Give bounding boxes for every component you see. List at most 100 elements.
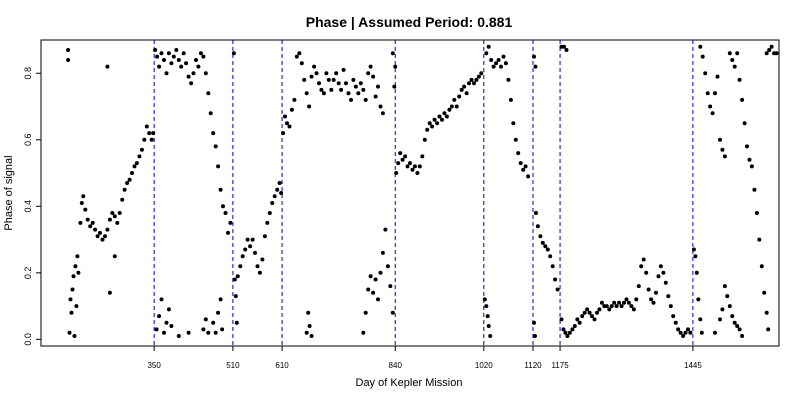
data-point xyxy=(79,201,84,205)
data-point xyxy=(671,314,676,319)
data-point xyxy=(444,114,449,119)
data-point xyxy=(198,51,203,56)
data-point xyxy=(486,44,491,49)
data-point xyxy=(105,227,110,232)
data-point xyxy=(149,137,154,142)
y-tick-label: 0.6 xyxy=(23,134,33,147)
data-point xyxy=(688,330,693,335)
data-point xyxy=(267,211,272,215)
data-point xyxy=(378,270,383,275)
data-point xyxy=(590,314,594,319)
data-point xyxy=(577,320,582,325)
data-point xyxy=(398,151,403,156)
data-point xyxy=(344,81,348,86)
data-point xyxy=(166,51,171,56)
data-point xyxy=(654,290,658,295)
data-point xyxy=(115,220,120,225)
data-point xyxy=(474,77,479,82)
data-point xyxy=(307,104,312,109)
x-tick-label: 1175 xyxy=(551,361,569,370)
data-point xyxy=(353,84,358,89)
data-point xyxy=(472,81,476,86)
y-axis-label: Phase of signal xyxy=(3,155,15,230)
data-point xyxy=(122,187,127,192)
data-point xyxy=(125,181,130,185)
data-point xyxy=(304,330,309,335)
data-point xyxy=(649,297,654,302)
data-point xyxy=(587,310,592,315)
data-point xyxy=(329,87,334,92)
data-point xyxy=(526,174,531,179)
data-point xyxy=(764,310,769,315)
data-point xyxy=(754,211,759,215)
data-point xyxy=(235,274,240,279)
data-point xyxy=(442,111,447,116)
data-point xyxy=(292,97,297,102)
data-point xyxy=(90,220,95,225)
data-point xyxy=(757,237,762,242)
data-point xyxy=(614,304,619,309)
data-point xyxy=(484,51,489,56)
data-point xyxy=(317,81,321,86)
data-point xyxy=(233,294,238,299)
data-point xyxy=(376,84,380,89)
data-point xyxy=(287,124,292,129)
data-point xyxy=(100,237,105,242)
data-point xyxy=(314,71,319,76)
data-point xyxy=(74,304,79,309)
data-point xyxy=(309,334,314,338)
data-point xyxy=(486,324,491,328)
data-point xyxy=(718,137,722,142)
data-point xyxy=(213,144,218,149)
data-point xyxy=(485,314,490,319)
data-point xyxy=(373,94,378,99)
data-point xyxy=(516,151,521,156)
data-point xyxy=(265,220,270,225)
data-point xyxy=(206,330,211,335)
data-point xyxy=(698,317,703,322)
data-point xyxy=(218,297,223,302)
data-point xyxy=(153,48,158,52)
data-point xyxy=(713,91,717,96)
data-point xyxy=(211,131,216,136)
data-point xyxy=(67,330,72,335)
data-point xyxy=(326,77,331,82)
data-point xyxy=(631,307,636,312)
data-point xyxy=(232,277,237,282)
data-point xyxy=(612,300,617,305)
data-point xyxy=(211,320,216,325)
data-point xyxy=(553,277,558,282)
data-point xyxy=(543,244,548,249)
data-point xyxy=(663,280,668,285)
x-axis: 350 510 610 840 1020 1120 1175 1445 xyxy=(147,346,702,370)
data-point xyxy=(599,300,604,305)
data-point xyxy=(774,51,779,56)
data-point xyxy=(368,64,373,69)
data-point xyxy=(720,147,725,152)
data-point xyxy=(223,211,228,215)
data-point xyxy=(285,121,289,126)
data-point xyxy=(392,84,397,89)
data-point xyxy=(626,300,631,305)
data-point xyxy=(740,334,745,338)
data-point xyxy=(127,177,132,182)
x-tick-label: 350 xyxy=(147,361,161,370)
data-point xyxy=(548,254,553,259)
data-point xyxy=(759,264,764,269)
data-point xyxy=(366,71,371,76)
data-point xyxy=(351,77,356,82)
data-point xyxy=(727,51,732,56)
data-point xyxy=(341,67,346,72)
data-point xyxy=(619,304,624,309)
data-point xyxy=(508,97,513,102)
data-point xyxy=(422,137,427,142)
data-point xyxy=(730,314,735,319)
data-point xyxy=(88,224,93,229)
data-point xyxy=(410,167,415,172)
data-point xyxy=(218,187,223,192)
data-point xyxy=(361,87,366,92)
data-point xyxy=(281,131,286,136)
data-point xyxy=(417,164,422,169)
data-point xyxy=(380,250,385,255)
data-point xyxy=(511,121,516,126)
